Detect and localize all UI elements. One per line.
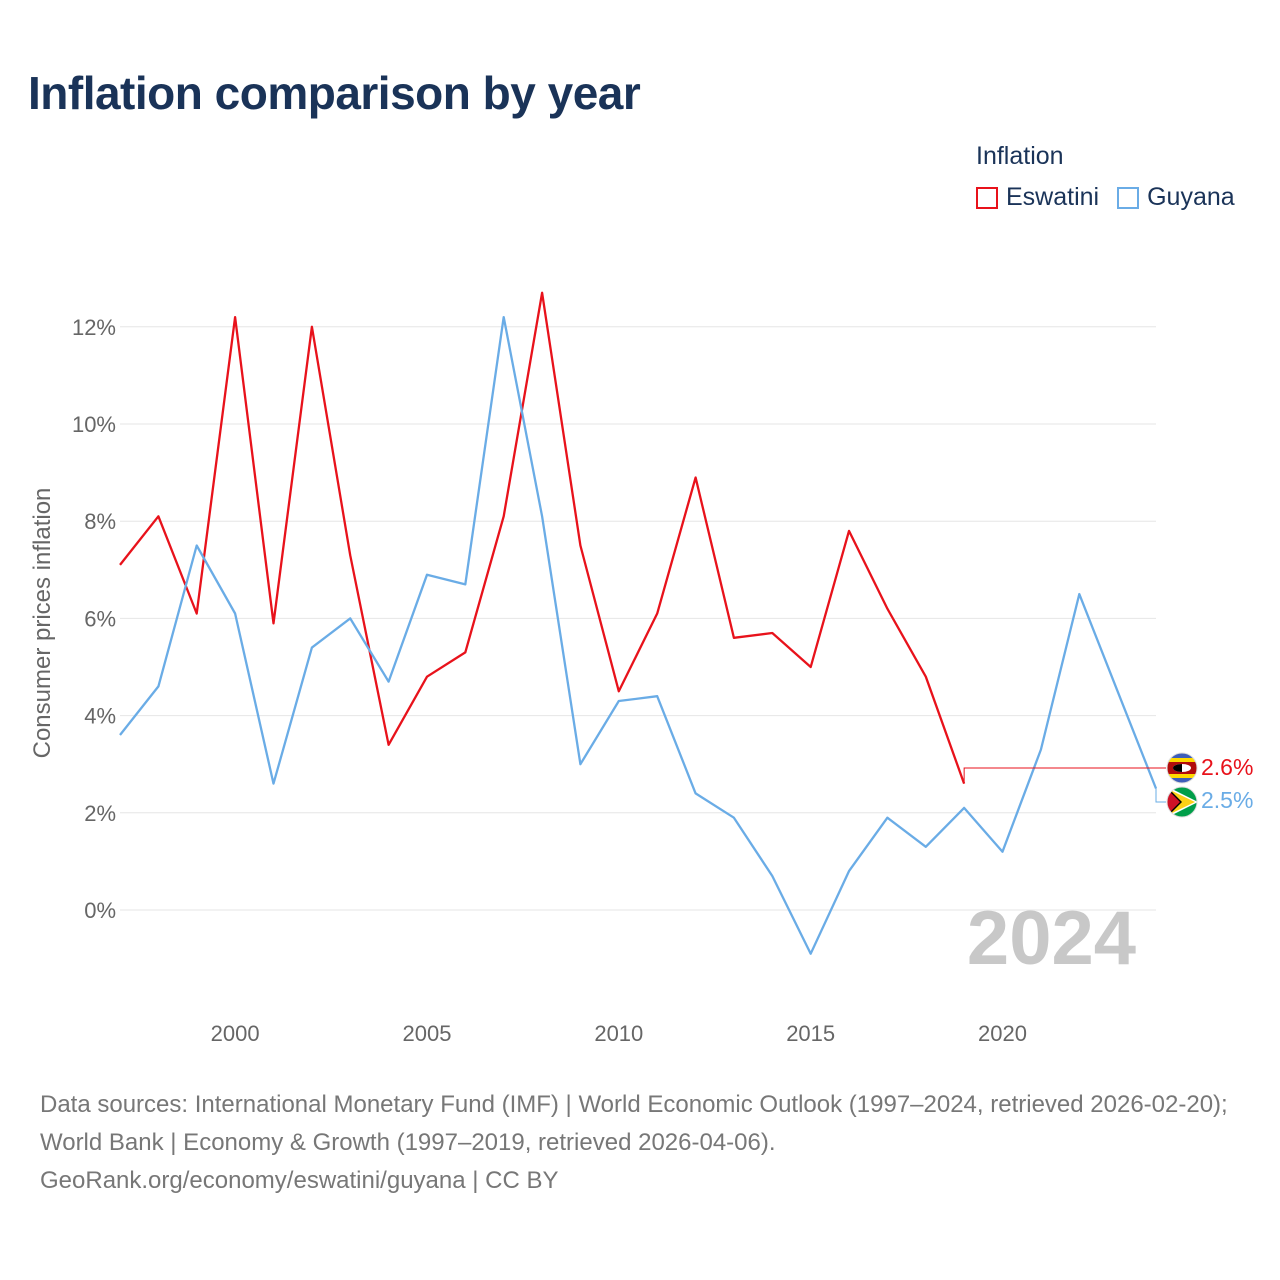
x-tick-label: 2015 xyxy=(786,1021,835,1046)
leader-line-eswatini xyxy=(963,767,1166,784)
y-axis-title: Consumer prices inflation xyxy=(29,488,56,759)
legend-swatch-guyana xyxy=(1117,186,1140,209)
chart-title: Inflation comparison by year xyxy=(28,67,641,119)
data-point-guyana[interactable] xyxy=(191,540,203,552)
legend-label-guyana: Guyana xyxy=(1147,183,1235,211)
data-point-guyana[interactable] xyxy=(728,812,740,824)
data-point-guyana[interactable] xyxy=(1073,588,1085,600)
data-point-guyana[interactable] xyxy=(383,676,395,688)
data-point-guyana[interactable] xyxy=(574,758,586,770)
legend-item-guyana[interactable]: Guyana xyxy=(1117,183,1235,212)
data-point-guyana[interactable] xyxy=(958,802,970,814)
x-tick-label: 2020 xyxy=(978,1021,1027,1046)
data-point-eswatini[interactable] xyxy=(574,540,586,552)
data-point-eswatini[interactable] xyxy=(536,287,548,299)
data-point-guyana[interactable] xyxy=(114,729,126,741)
data-point-eswatini[interactable] xyxy=(268,617,280,629)
y-tick-label: 8% xyxy=(84,509,116,534)
chart: 0% 2% 4% 6% 8% 10% 12% 2000 2005 2010 2015 2020 202… xyxy=(29,287,1253,1046)
series-line-eswatini[interactable] xyxy=(119,291,966,784)
data-point-guyana[interactable] xyxy=(459,578,471,590)
end-label-eswatini: 2.6% xyxy=(1201,754,1253,780)
data-point-eswatini[interactable] xyxy=(651,608,663,620)
data-point-guyana[interactable] xyxy=(690,787,702,799)
data-point-eswatini[interactable] xyxy=(459,646,471,658)
data-point-eswatini[interactable] xyxy=(421,671,433,683)
y-tick-label: 6% xyxy=(84,606,116,631)
x-tick-label: 2005 xyxy=(402,1021,451,1046)
legend-label-eswatini: Eswatini xyxy=(1006,183,1100,211)
data-point-guyana[interactable] xyxy=(843,865,855,877)
series-line-guyana[interactable] xyxy=(119,315,1158,955)
data-point-guyana[interactable] xyxy=(881,812,893,824)
data-point-eswatini[interactable] xyxy=(229,311,241,323)
eswatini-flag-icon xyxy=(1167,753,1197,783)
data-point-eswatini[interactable] xyxy=(383,739,395,751)
data-point-guyana[interactable] xyxy=(306,642,318,654)
data-point-eswatini[interactable] xyxy=(805,661,817,673)
data-point-guyana[interactable] xyxy=(1112,685,1124,697)
data-point-guyana[interactable] xyxy=(152,680,164,692)
data-point-eswatini[interactable] xyxy=(728,632,740,644)
legend: Inflation Eswatini Guyana xyxy=(976,142,1253,212)
data-point-eswatini[interactable] xyxy=(152,510,164,522)
x-tick-label: 2010 xyxy=(594,1021,643,1046)
guyana-flag-icon xyxy=(1167,787,1197,817)
data-point-eswatini[interactable] xyxy=(881,603,893,615)
data-point-eswatini[interactable] xyxy=(766,627,778,639)
data-point-eswatini[interactable] xyxy=(920,671,932,683)
y-tick-label: 0% xyxy=(84,898,116,923)
data-point-guyana[interactable] xyxy=(766,870,778,882)
data-point-guyana[interactable] xyxy=(344,612,356,624)
year-watermark: 2024 xyxy=(967,896,1136,981)
legend-item-eswatini[interactable]: Eswatini xyxy=(976,183,1099,212)
data-sources: Data sources: International Monetary Fun… xyxy=(40,1086,1250,1200)
data-point-eswatini[interactable] xyxy=(114,559,126,571)
data-point-guyana[interactable] xyxy=(651,690,663,702)
data-point-guyana[interactable] xyxy=(536,510,548,522)
data-point-eswatini[interactable] xyxy=(344,549,356,561)
leader-line-guyana xyxy=(1155,788,1166,803)
data-point-guyana[interactable] xyxy=(498,311,510,323)
y-tick-label: 4% xyxy=(84,704,116,729)
data-point-eswatini[interactable] xyxy=(306,321,318,333)
y-tick-label: 12% xyxy=(72,315,116,340)
data-point-guyana[interactable] xyxy=(805,948,817,960)
y-tick-label: 10% xyxy=(72,412,116,437)
data-point-eswatini[interactable] xyxy=(191,608,203,620)
legend-title: Inflation xyxy=(976,142,1064,170)
y-tick-label: 2% xyxy=(84,801,116,826)
x-tick-label: 2000 xyxy=(211,1021,260,1046)
data-point-guyana[interactable] xyxy=(421,569,433,581)
data-point-guyana[interactable] xyxy=(229,608,241,620)
data-point-guyana[interactable] xyxy=(613,695,625,707)
data-point-eswatini[interactable] xyxy=(690,472,702,484)
sources-text: Data sources: International Monetary Fun… xyxy=(40,1091,1228,1156)
data-point-guyana[interactable] xyxy=(268,778,280,790)
data-point-guyana[interactable] xyxy=(997,846,1009,858)
data-point-guyana[interactable] xyxy=(920,841,932,853)
end-label-guyana: 2.5% xyxy=(1201,787,1253,813)
sources-link[interactable]: GeoRank.org/economy/eswatini/guyana | CC… xyxy=(40,1167,559,1194)
legend-swatch-eswatini xyxy=(976,186,998,209)
data-point-eswatini[interactable] xyxy=(498,510,510,522)
data-point-eswatini[interactable] xyxy=(843,525,855,537)
data-point-guyana[interactable] xyxy=(1035,744,1047,756)
